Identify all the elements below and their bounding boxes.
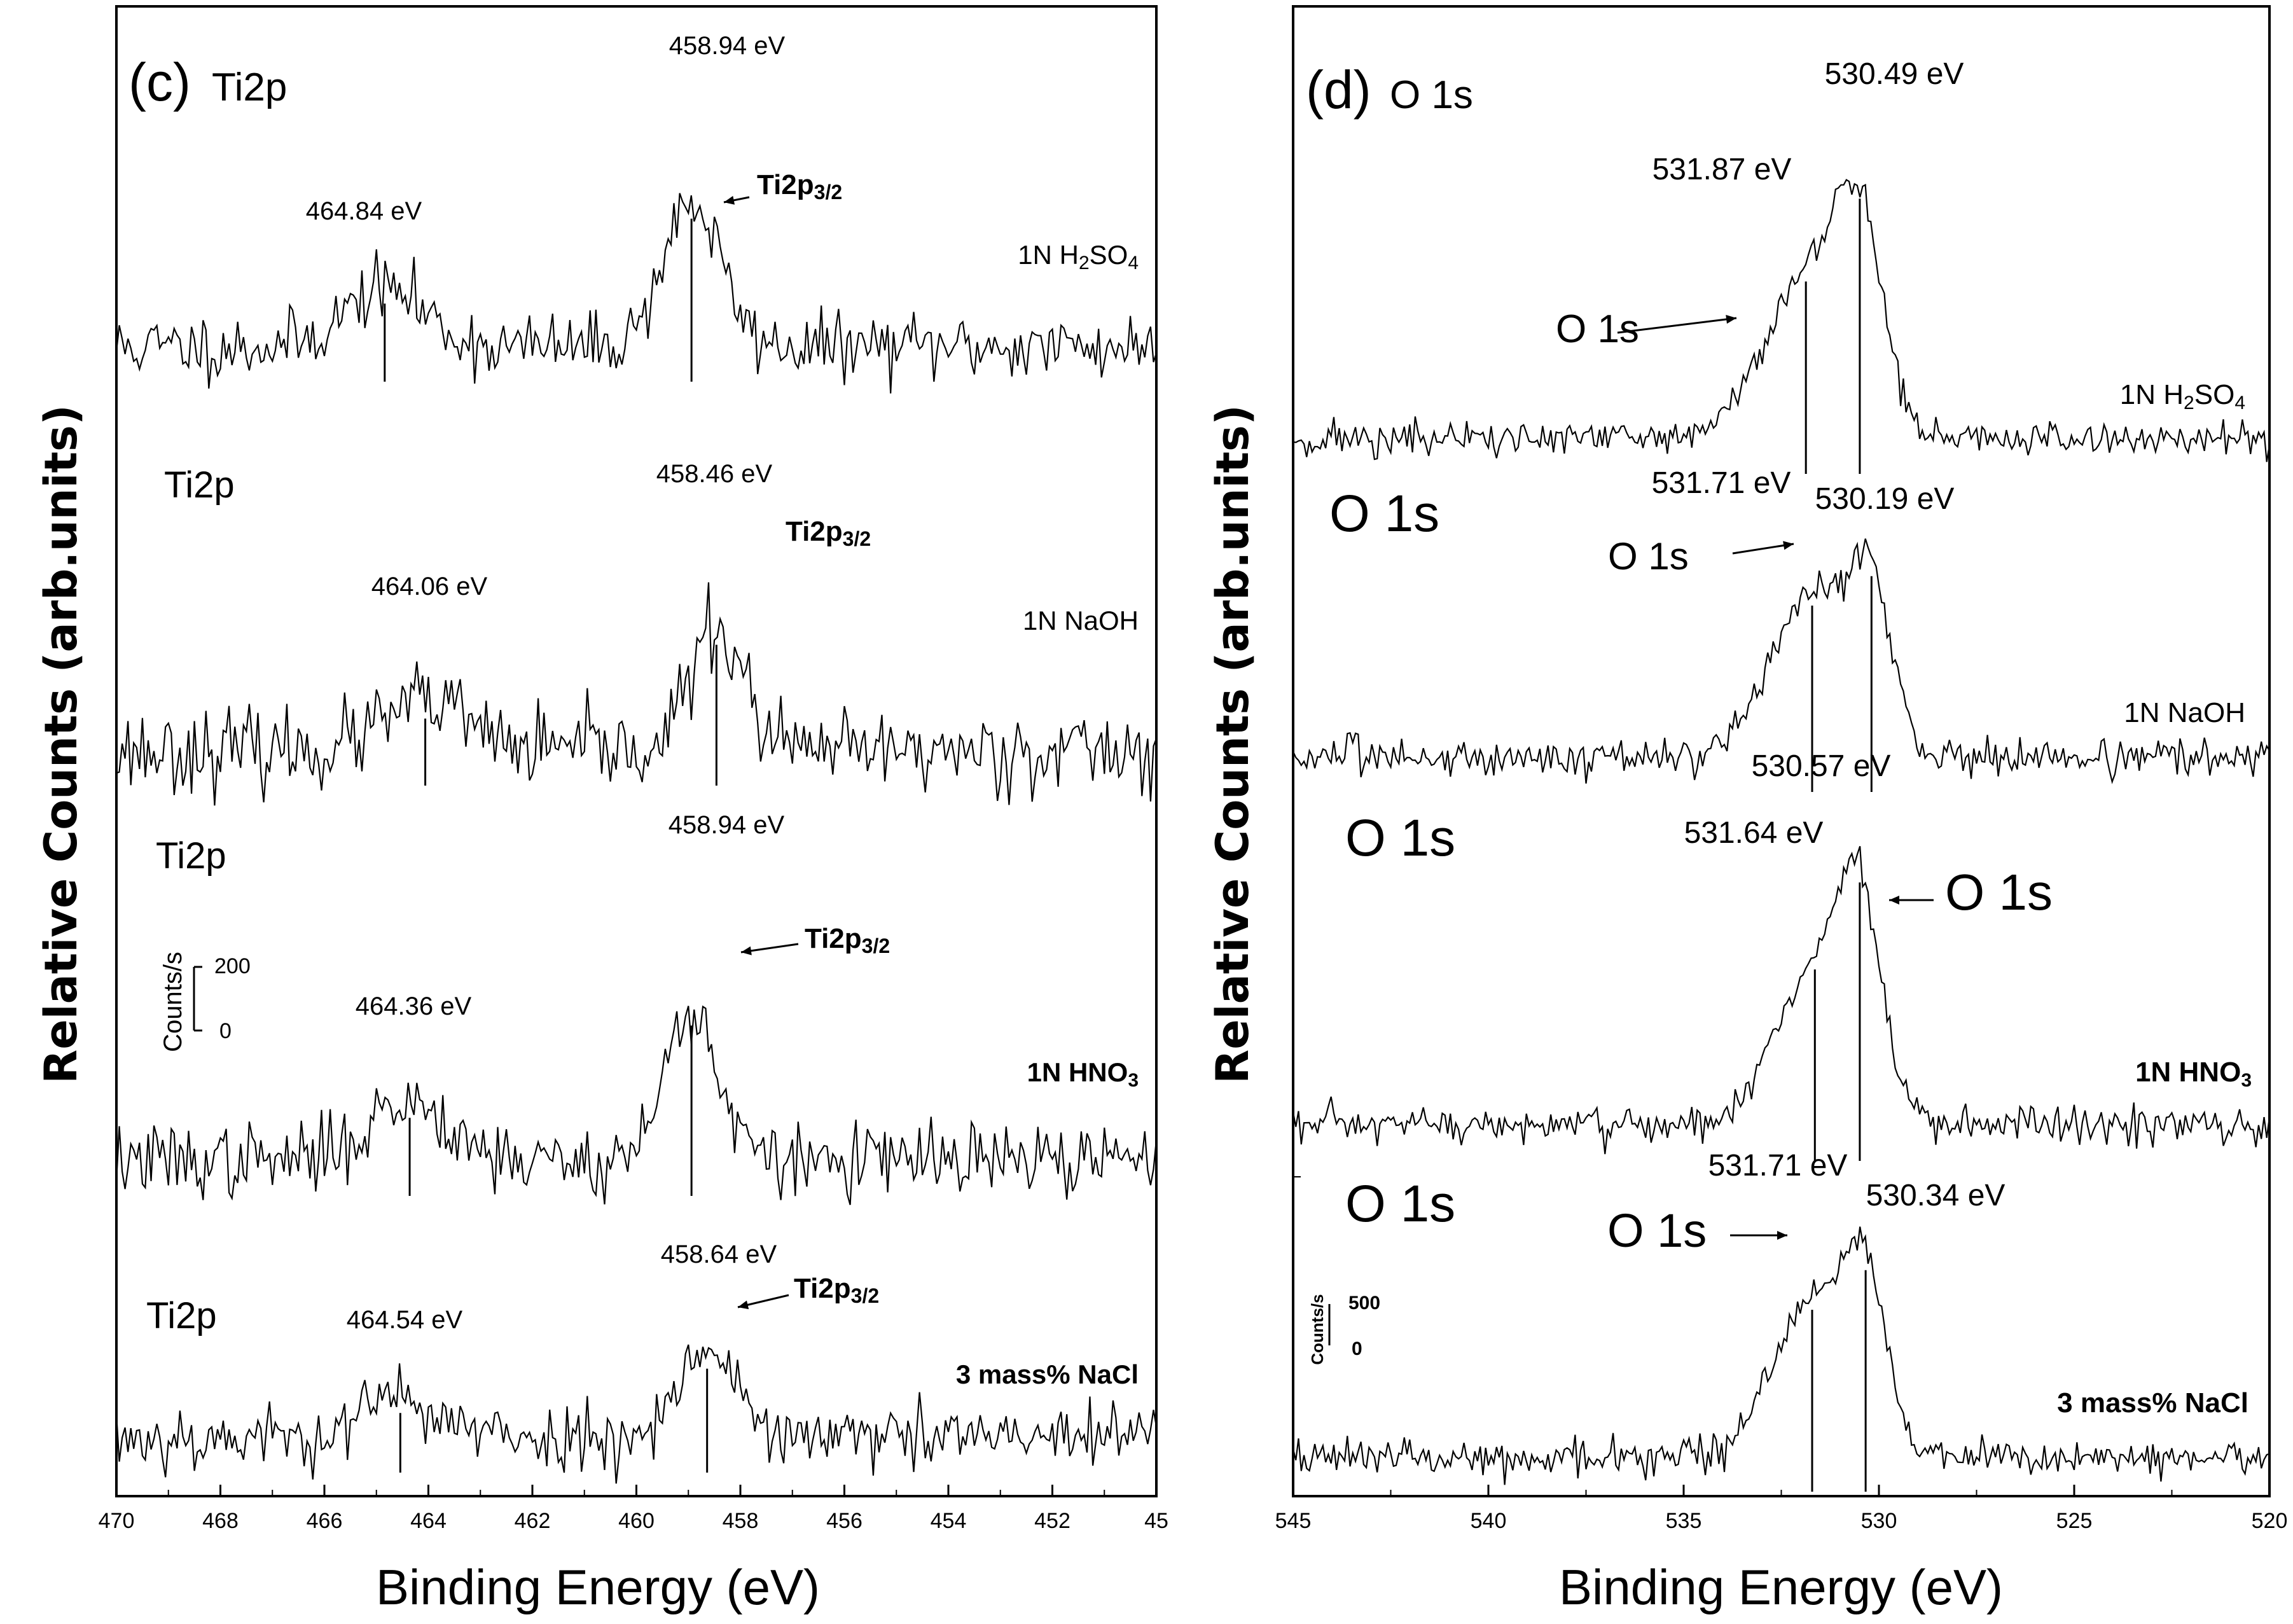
panel-c-component-label: Ti2p3/2 <box>805 923 890 957</box>
panel-d-scale-top: 500 <box>1348 1293 1380 1314</box>
panel-d-component-label: O 1s <box>1608 535 1689 578</box>
panel-c-component-label: Ti2p3/2 <box>786 516 871 550</box>
panel-d-label-arrow <box>1732 543 1794 555</box>
panel-d-element-label: O 1s <box>1329 485 1439 543</box>
panel-c-x-tick-label: 458 <box>723 1509 759 1533</box>
panel-c-peak-annotation: 464.84 eV <box>306 197 422 225</box>
panel-c-spectrum-3 <box>115 1005 1158 1205</box>
panel-d-label-arrow <box>1617 317 1737 334</box>
panel-d-x-axis-label: Binding Energy (eV) <box>1559 1559 2003 1615</box>
panel-c-y-axis-label: Relative Counts (arb.units) <box>35 405 87 1083</box>
panel-d-arrowhead <box>1777 1231 1787 1240</box>
panel-c-condition-label: 1N H2SO4 <box>1018 240 1139 274</box>
panel-c-condition-label: 1N HNO3 <box>1027 1057 1139 1091</box>
panel-c-spectrum-2 <box>116 582 1158 806</box>
panel-c-arrowhead <box>724 195 735 205</box>
panel-d-element-label: O 1s <box>1345 1175 1455 1233</box>
panel-c-element-label: Ti2p <box>156 835 226 877</box>
panel-c-x-tick-label: 462 <box>515 1509 551 1533</box>
panel-c-x-tick-label: 466 <box>307 1509 343 1533</box>
panel-c-component-label: Ti2p3/2 <box>794 1273 879 1307</box>
panel-d-component-label: O 1s <box>1556 307 1639 351</box>
panel-c-x-axis-label: Binding Energy (eV) <box>376 1559 820 1615</box>
panel-d-x-tick-label: 535 <box>1666 1509 1702 1533</box>
panel-c-condition-label: 3 mass% NaCl <box>956 1359 1139 1389</box>
panel-d-x-tick-label: 540 <box>1471 1509 1507 1533</box>
panel-d-spectrum-3 <box>1292 845 2271 1155</box>
panel-c-frame <box>115 5 1158 1497</box>
panel-d-condition-label: 1N HNO3 <box>2135 1057 2252 1091</box>
panel-c-peak-annotation: 458.64 eV <box>661 1240 777 1268</box>
panel-c-x-tick-label: 452 <box>1034 1509 1070 1533</box>
panel-d-tag: (d) <box>1306 60 1371 120</box>
panel-d-condition-label: 1N H2SO4 <box>2120 379 2245 413</box>
panel-d-arrowhead <box>1726 315 1736 324</box>
panel-c-x-tick-label: 456 <box>826 1509 862 1533</box>
panel-d-scale-bottom: 0 <box>1352 1338 1362 1359</box>
panel-d-arrowhead <box>1783 541 1794 550</box>
panel-c-element-label: Ti2p <box>146 1295 217 1336</box>
panel-d-arrowhead <box>1889 896 1899 905</box>
panel-c-peak-annotation: 458.94 eV <box>669 811 785 839</box>
panel-c-spectrum-1 <box>115 193 1158 394</box>
panel-d-spectrum-1 <box>1292 179 2271 462</box>
panel-d-peak-annotation: 531.87 eV <box>1652 153 1792 186</box>
panel-d-spectrum-2 <box>1292 538 2270 784</box>
panel-c-x-tick-label: 45 <box>1144 1509 1168 1533</box>
panel-d-peak-annotation: 531.71 eV <box>1708 1149 1848 1183</box>
panel-c-peak-annotation: 464.36 eV <box>356 992 472 1020</box>
panel-c-peak-annotation: 458.46 eV <box>656 460 773 488</box>
panel-d-peak-annotation: 531.64 eV <box>1684 816 1824 850</box>
panel-d-peak-annotation: 531.71 eV <box>1652 466 1791 500</box>
panel-c-component-label: Ti2p3/2 <box>757 169 842 204</box>
panel-d-component-label: O 1s <box>1607 1204 1707 1257</box>
panel-d-peak-annotation: 530.57 eV <box>1752 749 1891 783</box>
panel-c-spectrum-4 <box>115 1344 1158 1484</box>
panel-d-peak-annotation: 530.19 eV <box>1815 482 1955 516</box>
panel-d-x-tick-label: 520 <box>2252 1509 2288 1533</box>
panel-d-element-label: O 1s <box>1345 809 1455 867</box>
panel-c-peak-annotation: 458.94 eV <box>669 32 786 60</box>
panel-c-condition-label: 1N NaOH <box>1023 606 1139 635</box>
panel-d-condition-label: 3 mass% NaCl <box>2057 1387 2248 1419</box>
panel-d-x-tick-label: 545 <box>1275 1509 1312 1533</box>
panel-d-component-label: O 1s <box>1945 864 2053 920</box>
panel-d-condition-label: 1N NaOH <box>2124 697 2245 728</box>
panel-c-title: Ti2p <box>212 66 287 109</box>
panel-c-element-label: Ti2p <box>164 464 235 506</box>
panel-d-scale-unit: Counts/s <box>1308 1294 1327 1364</box>
panel-c-x-tick-label: 468 <box>202 1509 239 1533</box>
panel-c-x-tick-label: 464 <box>410 1509 447 1533</box>
panel-c-scale-top: 200 <box>214 954 251 978</box>
panel-c-x-tick-label: 454 <box>931 1509 967 1533</box>
panel-c-x-tick-label: 470 <box>99 1509 135 1533</box>
panel-c-x-tick-label: 460 <box>618 1509 655 1533</box>
panel-c-peak-annotation: 464.54 eV <box>347 1306 463 1334</box>
panel-c-scale-unit: Counts/s <box>159 952 187 1052</box>
panel-c-arrowhead <box>741 946 752 955</box>
panel-d-x-tick-label: 530 <box>1861 1509 1897 1533</box>
panel-d-x-tick-label: 525 <box>2056 1509 2093 1533</box>
panel-d-peak-annotation: 530.34 eV <box>1866 1179 2006 1212</box>
panel-c-arrowhead <box>738 1300 749 1310</box>
panel-c-scale-bottom: 0 <box>219 1019 232 1043</box>
panel-c-tag: (c) <box>128 52 191 112</box>
panel-d-y-axis-label: Relative Counts (arb.units) <box>1207 405 1259 1083</box>
panel-d-title: O 1s <box>1390 73 1473 117</box>
panel-d-spectrum-4 <box>1292 1226 2270 1485</box>
panel-d-peak-annotation: 530.49 eV <box>1825 57 1964 91</box>
panel-c-peak-annotation: 464.06 eV <box>371 573 488 600</box>
